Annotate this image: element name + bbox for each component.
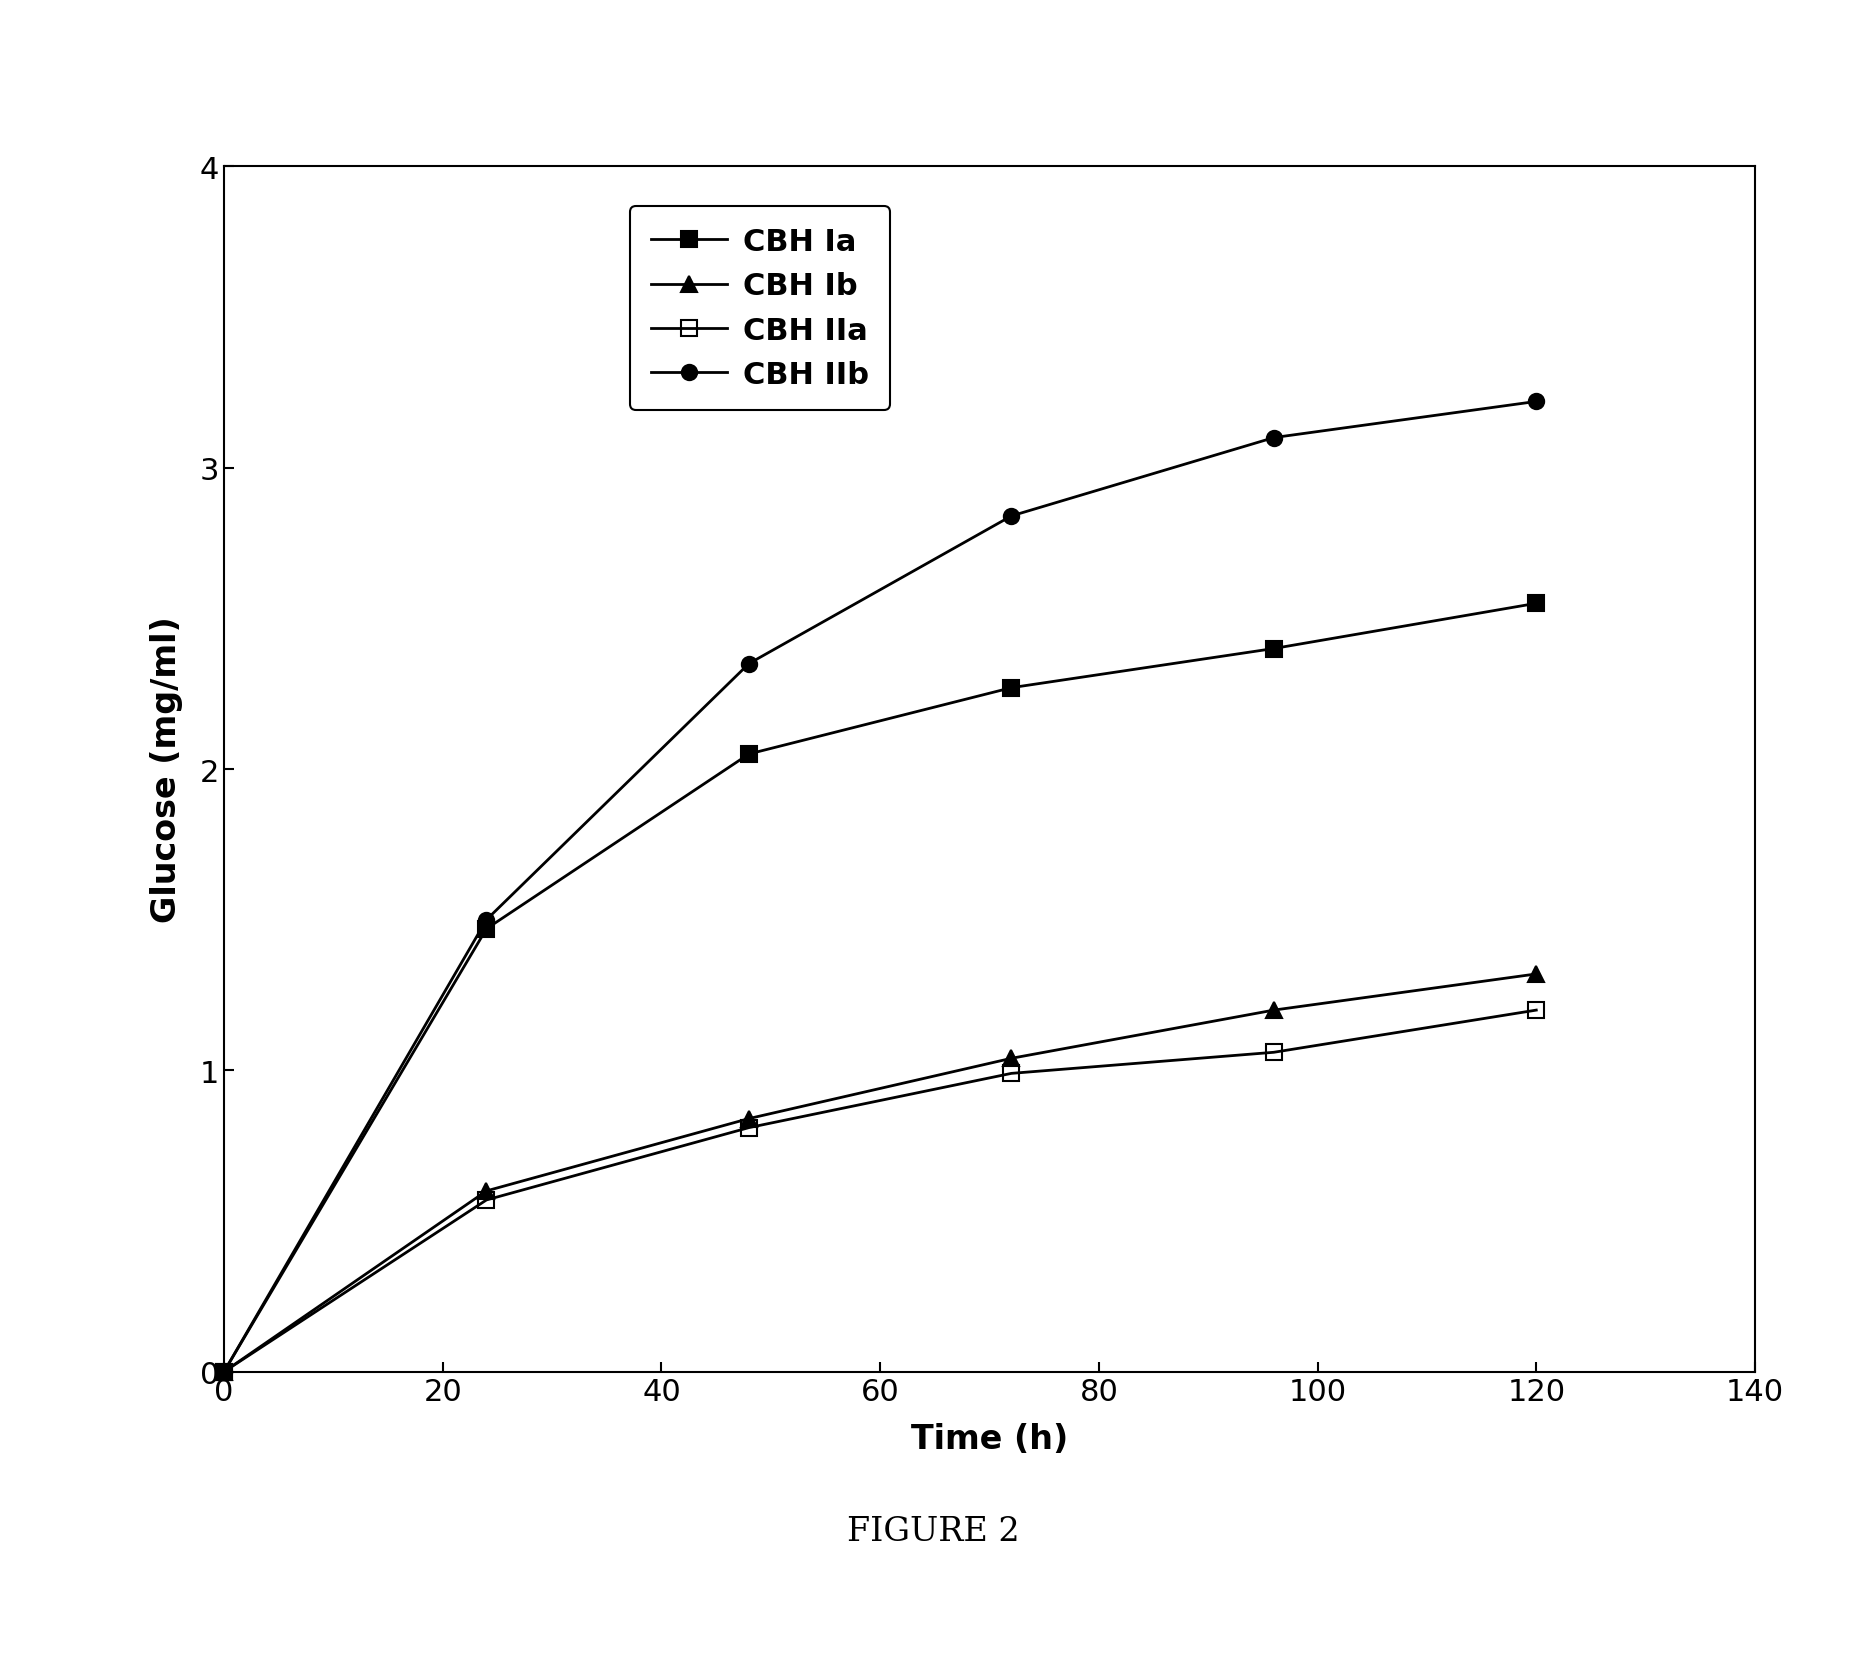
CBH Ia xyxy=(737,744,760,765)
CBH IIb xyxy=(1262,428,1284,448)
CBH IIb xyxy=(1001,507,1023,527)
CBH Ib xyxy=(213,1362,235,1382)
Line: CBH Ib: CBH Ib xyxy=(217,967,1544,1380)
Line: CBH Ia: CBH Ia xyxy=(217,596,1544,1380)
CBH Ib xyxy=(1001,1049,1023,1069)
Legend: CBH Ia, CBH Ib, CBH IIa, CBH IIb: CBH Ia, CBH Ib, CBH IIa, CBH IIb xyxy=(629,207,891,412)
CBH IIa xyxy=(476,1190,498,1210)
CBH IIb xyxy=(737,654,760,674)
CBH Ia xyxy=(213,1362,235,1382)
X-axis label: Time (h): Time (h) xyxy=(911,1422,1068,1456)
CBH IIa xyxy=(1525,1000,1548,1021)
CBH IIa xyxy=(213,1362,235,1382)
CBH Ib xyxy=(737,1109,760,1129)
CBH IIa xyxy=(737,1118,760,1138)
CBH Ia xyxy=(1001,678,1023,698)
Line: CBH IIa: CBH IIa xyxy=(217,1002,1544,1380)
Y-axis label: Glucose (mg/ml): Glucose (mg/ml) xyxy=(149,616,183,923)
CBH IIb xyxy=(1525,391,1548,412)
CBH IIa xyxy=(1262,1042,1284,1062)
CBH IIa xyxy=(1001,1064,1023,1084)
CBH IIb xyxy=(476,910,498,930)
CBH Ib xyxy=(1262,1000,1284,1021)
Line: CBH IIb: CBH IIb xyxy=(217,395,1544,1380)
CBH Ib xyxy=(1525,964,1548,984)
CBH Ib xyxy=(476,1181,498,1201)
CBH Ia xyxy=(1262,639,1284,659)
CBH IIb xyxy=(213,1362,235,1382)
Text: FIGURE 2: FIGURE 2 xyxy=(848,1514,1019,1548)
CBH Ia xyxy=(476,918,498,939)
CBH Ia xyxy=(1525,594,1548,614)
